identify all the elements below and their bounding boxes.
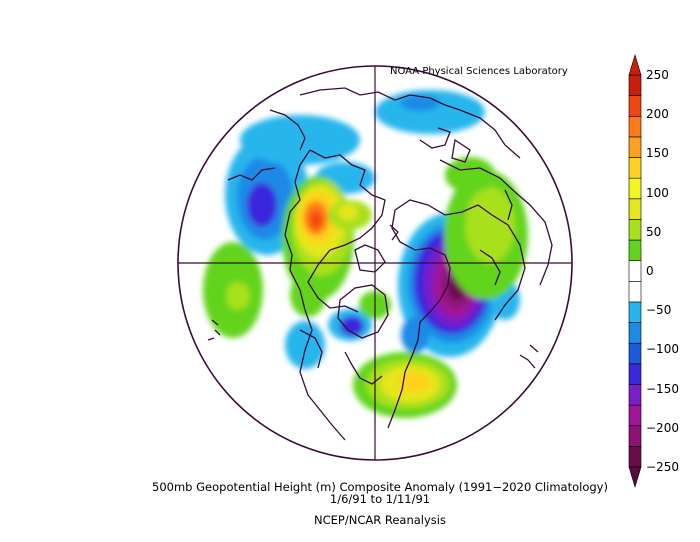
colorbar-swatch	[628, 446, 642, 468]
colorbar-swatch	[628, 177, 642, 200]
colorbar-tick-label: −150	[646, 381, 679, 396]
colorbar-swatch	[628, 95, 642, 117]
colorbar-tick-label: −250	[646, 460, 679, 474]
colorbar-tick-label: 50	[646, 224, 662, 239]
colorbar-swatch	[628, 198, 642, 220]
colorbar-tick-label: −100	[646, 342, 679, 357]
caption-title: 500mb Geopotential Height (m) Composite …	[152, 480, 608, 494]
anomaly-field	[203, 90, 528, 418]
colorbar-swatch	[628, 260, 642, 282]
colorbar-swatch	[628, 219, 642, 241]
colorbar-swatch	[628, 322, 642, 344]
colorbar-swatch	[628, 384, 642, 406]
colorbar-swatch	[628, 342, 642, 365]
caption-date-range: 1/6/91 to 1/11/91	[329, 492, 431, 506]
colorbar-min-arrow	[628, 466, 642, 489]
graticule	[178, 66, 572, 460]
coastlines	[207, 87, 553, 441]
colorbar-tick-label: 200	[646, 107, 669, 122]
map-boundary-circle	[177, 65, 573, 461]
colorbar-swatch	[628, 157, 642, 179]
colorbar-swatch	[628, 425, 642, 447]
coastline-eurasia	[394, 199, 526, 321]
colorbar-swatch	[628, 301, 642, 323]
caption-source: NCEP/NCAR Reanalysis	[314, 513, 446, 527]
credit-label: NOAA Physical Sciences Laboratory	[390, 66, 568, 77]
colorbar-tick-label: 100	[646, 185, 669, 200]
colorbar-swatch	[628, 115, 642, 138]
colorbar-tick-label: 150	[646, 146, 669, 161]
colorbar-tick-label: 250	[646, 68, 669, 82]
colorbar-swatch	[628, 136, 642, 158]
colorbar-max-arrow	[628, 53, 642, 76]
coastline-greenland	[337, 284, 389, 339]
colorbar-swatch	[628, 363, 642, 385]
colorbar-tick-label: −200	[646, 420, 679, 435]
coastline-north-america	[284, 149, 346, 441]
colorbar-swatch	[628, 404, 642, 427]
colorbar-swatch	[628, 281, 642, 303]
colorbar-tick-label: 0	[646, 264, 654, 278]
colorbar	[628, 53, 642, 489]
colorbar-tick-label: −50	[646, 303, 672, 318]
colorbar-swatch	[628, 74, 642, 96]
colorbar-swatch	[628, 239, 642, 261]
